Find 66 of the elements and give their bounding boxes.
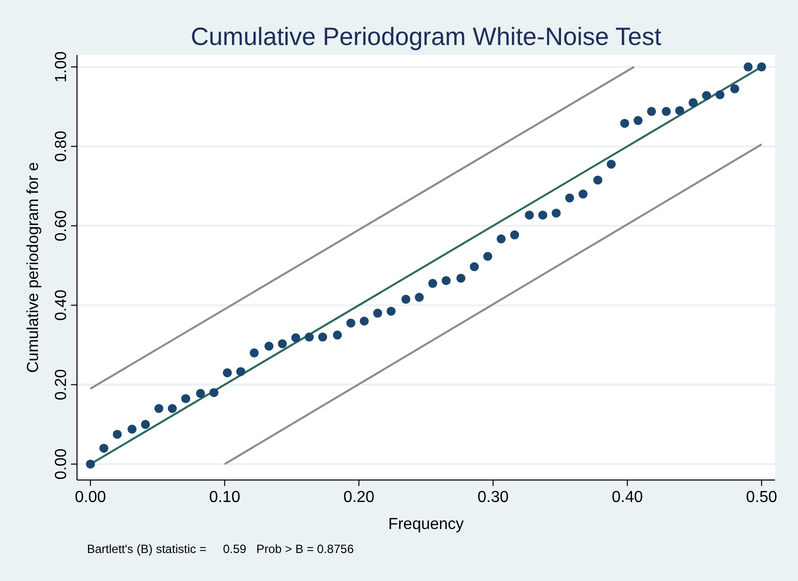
x-tick-label: 0.20	[343, 489, 375, 506]
point	[346, 318, 356, 328]
point	[578, 190, 588, 199]
point	[386, 306, 396, 316]
chart-title: Cumulative Periodogram White-Noise Test	[190, 23, 662, 51]
point	[483, 252, 492, 261]
point	[510, 230, 520, 240]
point	[236, 367, 246, 376]
x-tick-label: 0.10	[209, 489, 240, 506]
point	[99, 444, 108, 453]
point	[373, 308, 382, 318]
x-axis-title: Frequency	[388, 516, 464, 533]
y-tick-label: 1.00	[53, 51, 70, 82]
point	[360, 316, 369, 326]
point	[524, 210, 534, 220]
x-tick-label: 0.30	[478, 489, 509, 506]
point	[606, 160, 616, 169]
point	[209, 388, 218, 398]
point	[538, 210, 548, 220]
point	[647, 106, 656, 116]
point	[401, 294, 410, 304]
point	[304, 332, 314, 342]
point	[662, 106, 671, 116]
point	[675, 106, 684, 116]
point	[565, 193, 574, 202]
y-axis-title: Cumulative periodogram for e	[25, 162, 42, 373]
point	[291, 333, 300, 342]
point	[470, 262, 479, 272]
point	[593, 176, 602, 185]
point	[140, 420, 150, 429]
point	[181, 394, 190, 404]
x-tick-label: 0.50	[746, 489, 778, 506]
point	[688, 98, 698, 108]
point	[250, 348, 259, 358]
point	[702, 91, 712, 100]
point	[620, 118, 630, 128]
point	[730, 84, 740, 94]
y-tick-label: 0.40	[53, 290, 70, 321]
point	[318, 332, 328, 342]
y-tick-label: 0.00	[53, 448, 70, 480]
y-tick-label: 0.80	[53, 130, 70, 162]
point	[428, 278, 438, 288]
x-tick-label: 0.00	[74, 489, 106, 506]
point	[222, 368, 232, 378]
point	[278, 339, 287, 348]
point	[715, 90, 724, 100]
point	[456, 274, 466, 283]
point	[86, 460, 95, 469]
point	[128, 424, 137, 434]
point	[414, 292, 424, 302]
point	[196, 388, 205, 398]
point	[634, 116, 643, 126]
y-tick-label: 0.60	[53, 210, 70, 242]
point	[154, 404, 164, 414]
point	[496, 234, 506, 244]
point	[744, 62, 753, 72]
x-tick-label: 0.40	[612, 489, 644, 506]
point	[264, 342, 274, 351]
point	[332, 330, 342, 340]
point	[552, 208, 561, 218]
y-tick-label: 0.20	[53, 369, 70, 400]
text: Bartlett's (B) statistic = 0.59 Prob > B = 0.8756	[87, 542, 354, 556]
point	[442, 276, 451, 286]
point	[168, 404, 177, 414]
point	[757, 62, 766, 72]
point	[112, 430, 122, 439]
